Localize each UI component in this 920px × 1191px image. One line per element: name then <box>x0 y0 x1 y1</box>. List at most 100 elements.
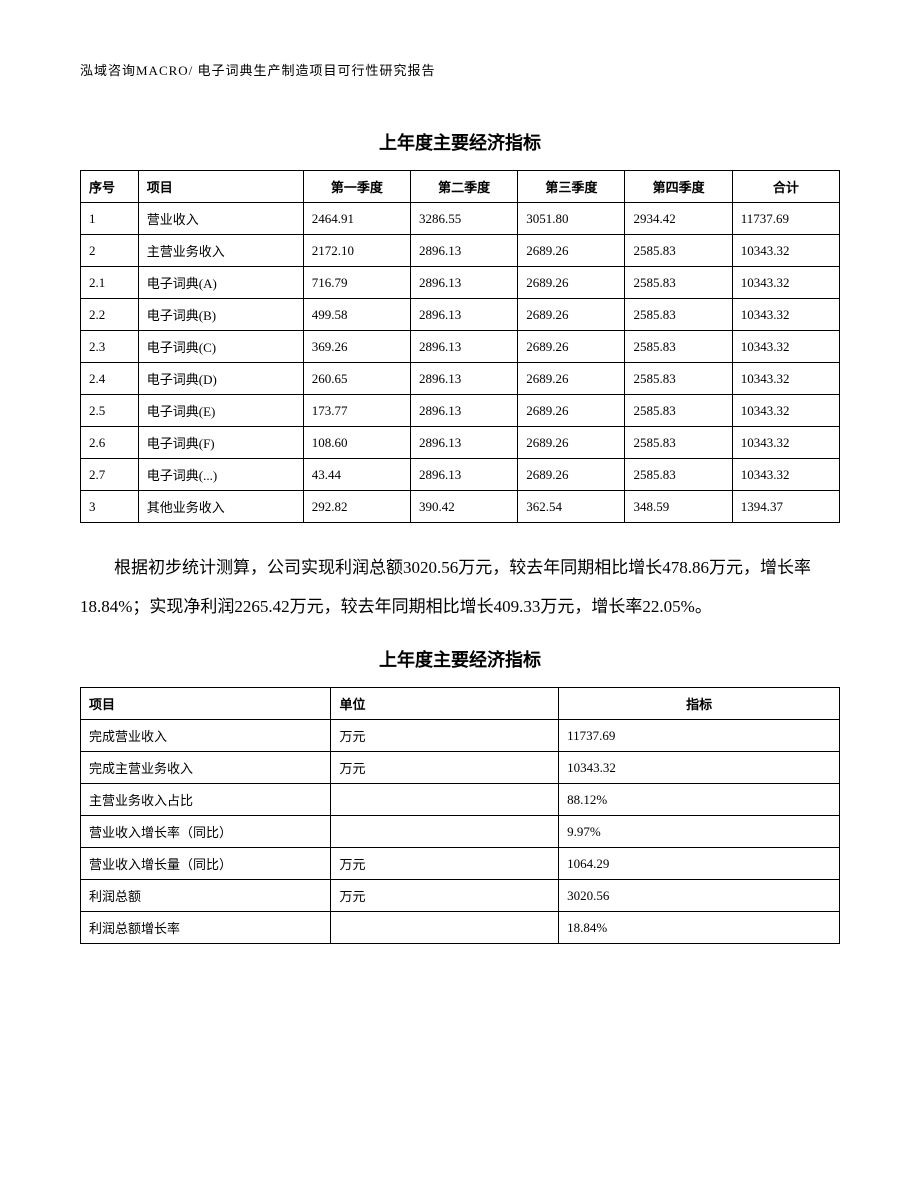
cell: 2689.26 <box>518 331 625 363</box>
cell: 2689.26 <box>518 427 625 459</box>
cell: 万元 <box>331 880 559 912</box>
table-row: 完成主营业务收入万元10343.32 <box>81 752 840 784</box>
cell: 2689.26 <box>518 267 625 299</box>
cell: 3 <box>81 491 139 523</box>
cell: 11737.69 <box>732 203 839 235</box>
cell: 2.7 <box>81 459 139 491</box>
cell: 1 <box>81 203 139 235</box>
table-row: 2.1电子词典(A)716.792896.132689.262585.83103… <box>81 267 840 299</box>
cell: 2896.13 <box>410 459 517 491</box>
cell: 2.2 <box>81 299 139 331</box>
table-row: 利润总额万元3020.56 <box>81 880 840 912</box>
cell: 2896.13 <box>410 299 517 331</box>
table2-title: 上年度主要经济指标 <box>80 646 840 672</box>
cell: 11737.69 <box>559 720 840 752</box>
cell: 10343.32 <box>732 459 839 491</box>
cell: 2172.10 <box>303 235 410 267</box>
cell: 10343.32 <box>732 267 839 299</box>
cell: 2.5 <box>81 395 139 427</box>
table-row: 2.3电子词典(C)369.262896.132689.262585.83103… <box>81 331 840 363</box>
table1-col-total: 合计 <box>732 171 839 203</box>
table-row: 利润总额增长率 18.84% <box>81 912 840 944</box>
cell: 万元 <box>331 752 559 784</box>
cell: 499.58 <box>303 299 410 331</box>
table1-col-q1: 第一季度 <box>303 171 410 203</box>
cell: 2585.83 <box>625 267 732 299</box>
cell: 完成营业收入 <box>81 720 331 752</box>
cell: 10343.32 <box>732 395 839 427</box>
cell: 利润总额增长率 <box>81 912 331 944</box>
cell: 348.59 <box>625 491 732 523</box>
cell: 2.1 <box>81 267 139 299</box>
cell: 716.79 <box>303 267 410 299</box>
cell: 10343.32 <box>732 427 839 459</box>
cell: 88.12% <box>559 784 840 816</box>
page-header: 泓域咨询MACRO/ 电子词典生产制造项目可行性研究报告 <box>80 60 840 79</box>
table-row: 2.5电子词典(E)173.772896.132689.262585.83103… <box>81 395 840 427</box>
cell: 2 <box>81 235 139 267</box>
cell: 电子词典(E) <box>138 395 303 427</box>
cell: 2689.26 <box>518 235 625 267</box>
cell: 18.84% <box>559 912 840 944</box>
table2-col-unit: 单位 <box>331 688 559 720</box>
table-row: 完成营业收入万元11737.69 <box>81 720 840 752</box>
cell: 2585.83 <box>625 299 732 331</box>
cell: 2.4 <box>81 363 139 395</box>
cell: 2585.83 <box>625 363 732 395</box>
cell: 292.82 <box>303 491 410 523</box>
cell: 2896.13 <box>410 395 517 427</box>
cell: 电子词典(...) <box>138 459 303 491</box>
cell: 2689.26 <box>518 299 625 331</box>
cell <box>331 816 559 848</box>
cell: 3020.56 <box>559 880 840 912</box>
table-row: 2.6电子词典(F)108.602896.132689.262585.83103… <box>81 427 840 459</box>
table1-body: 1营业收入2464.913286.553051.802934.4211737.6… <box>81 203 840 523</box>
cell: 2585.83 <box>625 427 732 459</box>
cell: 2464.91 <box>303 203 410 235</box>
cell: 营业收入增长率（同比） <box>81 816 331 848</box>
cell: 10343.32 <box>732 235 839 267</box>
table2-economic-indicators: 项目 单位 指标 完成营业收入万元11737.69 完成主营业务收入万元1034… <box>80 687 840 944</box>
cell <box>331 912 559 944</box>
cell: 3051.80 <box>518 203 625 235</box>
cell: 2896.13 <box>410 235 517 267</box>
cell: 2689.26 <box>518 395 625 427</box>
table1-title: 上年度主要经济指标 <box>80 129 840 155</box>
cell: 万元 <box>331 848 559 880</box>
cell: 电子词典(D) <box>138 363 303 395</box>
cell: 利润总额 <box>81 880 331 912</box>
cell: 2896.13 <box>410 267 517 299</box>
analysis-paragraph: 根据初步统计测算，公司实现利润总额3020.56万元，较去年同期相比增长478.… <box>80 548 840 626</box>
cell: 完成主营业务收入 <box>81 752 331 784</box>
table-row: 主营业务收入占比 88.12% <box>81 784 840 816</box>
table2-col-item: 项目 <box>81 688 331 720</box>
cell: 2934.42 <box>625 203 732 235</box>
cell <box>331 784 559 816</box>
table-row: 营业收入增长率（同比）9.97% <box>81 816 840 848</box>
table-row: 2.4电子词典(D)260.652896.132689.262585.83103… <box>81 363 840 395</box>
cell: 电子词典(C) <box>138 331 303 363</box>
cell: 1394.37 <box>732 491 839 523</box>
cell: 260.65 <box>303 363 410 395</box>
cell: 369.26 <box>303 331 410 363</box>
cell: 10343.32 <box>732 331 839 363</box>
cell: 2585.83 <box>625 235 732 267</box>
cell: 电子词典(A) <box>138 267 303 299</box>
cell: 2585.83 <box>625 459 732 491</box>
cell: 2.3 <box>81 331 139 363</box>
cell: 1064.29 <box>559 848 840 880</box>
cell: 主营业务收入 <box>138 235 303 267</box>
table1-col-q2: 第二季度 <box>410 171 517 203</box>
cell: 2689.26 <box>518 363 625 395</box>
cell: 电子词典(F) <box>138 427 303 459</box>
cell: 3286.55 <box>410 203 517 235</box>
cell: 2896.13 <box>410 427 517 459</box>
cell: 主营业务收入占比 <box>81 784 331 816</box>
cell: 2.6 <box>81 427 139 459</box>
table1-economic-indicators: 序号 项目 第一季度 第二季度 第三季度 第四季度 合计 1营业收入2464.9… <box>80 170 840 523</box>
cell: 10343.32 <box>559 752 840 784</box>
cell: 10343.32 <box>732 363 839 395</box>
table2-header-row: 项目 单位 指标 <box>81 688 840 720</box>
table1-col-seq: 序号 <box>81 171 139 203</box>
table1-col-q3: 第三季度 <box>518 171 625 203</box>
